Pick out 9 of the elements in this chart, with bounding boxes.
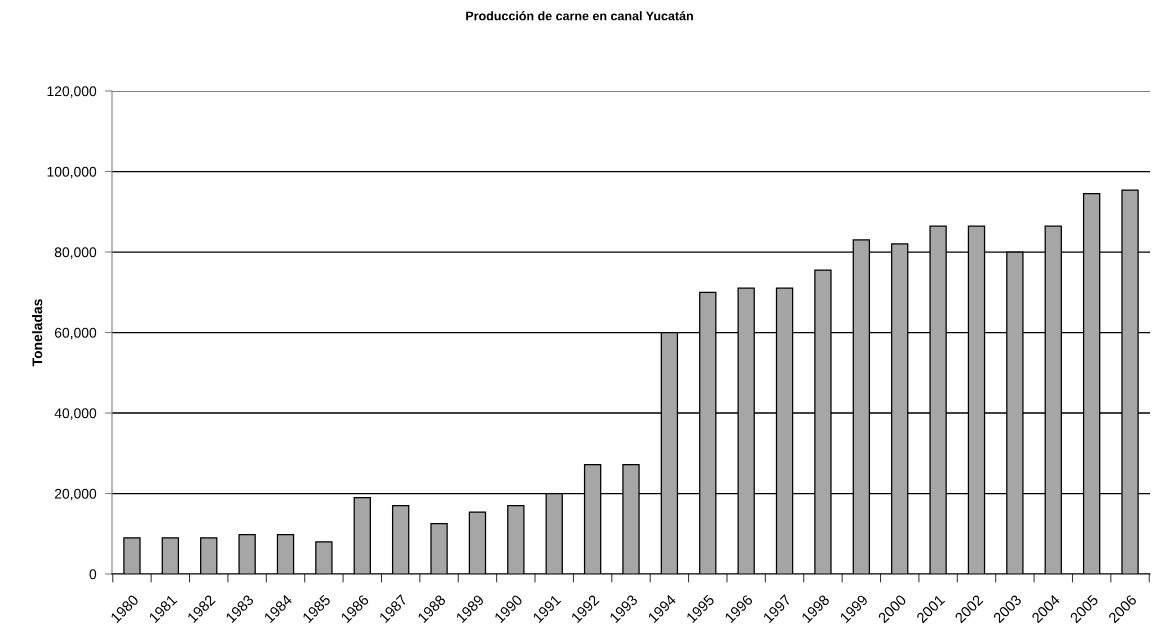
y-tick-label: 80,000 — [54, 247, 97, 259]
y-tick-label: 120,000 — [47, 86, 97, 98]
y-axis-title: Toneladas — [32, 299, 43, 367]
y-tick-label: 0 — [89, 569, 97, 580]
y-tick-label: 20,000 — [54, 488, 97, 501]
y-tick-label: 40,000 — [54, 408, 97, 420]
y-tick-label: 100,000 — [47, 166, 97, 179]
y-tick-label: 60,000 — [54, 327, 97, 340]
chart-title: Producción de carne en canal Yucatán — [466, 11, 693, 21]
